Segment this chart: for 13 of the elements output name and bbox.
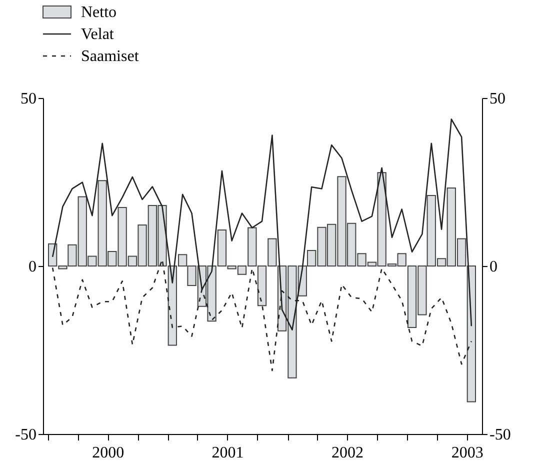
y2-tick-label: -50 [490, 426, 511, 444]
y2-tick-label: 50 [490, 90, 506, 108]
y2-tick-label: 0 [490, 258, 498, 276]
x-tick-label: 2003 [451, 444, 484, 462]
legend-label: Velat [81, 26, 114, 43]
x-tick-label: 2000 [92, 444, 124, 462]
x-tick-label: 2002 [332, 444, 364, 462]
legend-label: Netto [81, 4, 117, 21]
x-tick-label: 2001 [212, 444, 244, 462]
y-tick-label: -50 [15, 426, 36, 444]
y-tick-label: 50 [20, 90, 36, 108]
y-tick-label: 0 [28, 258, 36, 276]
legend-label: Saamiset [81, 48, 140, 65]
